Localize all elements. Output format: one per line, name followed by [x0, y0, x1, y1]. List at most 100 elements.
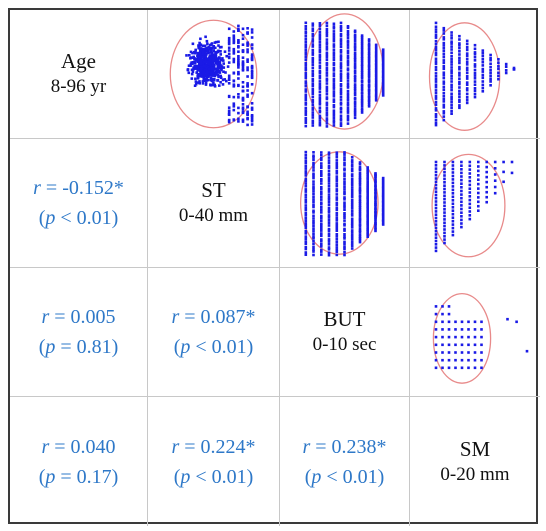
- data-point: [442, 32, 446, 35]
- data-point: [489, 84, 492, 87]
- data-point: [339, 40, 343, 43]
- data-point: [327, 253, 331, 257]
- data-point: [318, 90, 322, 93]
- data-point: [451, 195, 455, 199]
- data-point: [205, 68, 208, 71]
- data-point: [367, 90, 371, 94]
- data-point: [343, 235, 346, 238]
- data-point: [442, 106, 446, 109]
- data-point: [481, 86, 485, 90]
- data-point: [304, 109, 308, 112]
- data-point: [510, 160, 514, 164]
- data-point: [358, 183, 362, 186]
- data-point: [237, 120, 240, 123]
- data-point: [196, 51, 199, 55]
- data-point: [442, 88, 446, 91]
- data-point: [213, 63, 216, 67]
- data-point: [374, 205, 377, 208]
- data-point: [374, 175, 377, 178]
- data-point: [304, 206, 308, 210]
- data-point: [191, 51, 194, 55]
- data-point: [332, 121, 336, 124]
- data-point: [353, 111, 357, 114]
- data-point: [237, 111, 240, 115]
- data-point: [366, 168, 369, 171]
- data-point: [304, 211, 308, 215]
- data-point: [205, 79, 209, 82]
- data-point: [325, 79, 329, 82]
- data-point: [442, 38, 446, 41]
- data-point: [443, 211, 446, 214]
- data-point: [189, 62, 193, 66]
- data-point: [367, 85, 371, 89]
- data-point: [227, 119, 231, 123]
- data-point: [468, 160, 472, 164]
- variable-range: 0-20 mm: [440, 463, 510, 485]
- data-point: [194, 80, 198, 83]
- data-point: [332, 43, 336, 46]
- data-point: [304, 188, 308, 191]
- data-point: [312, 203, 315, 207]
- data-point: [367, 75, 371, 79]
- data-point: [335, 193, 339, 196]
- data-point: [346, 34, 350, 37]
- data-point: [339, 103, 343, 106]
- data-point: [208, 58, 212, 62]
- data-point: [346, 94, 350, 98]
- data-point: [346, 102, 350, 105]
- data-point: [460, 335, 464, 339]
- data-point: [339, 29, 343, 32]
- data-point: [381, 82, 385, 86]
- data-point: [320, 201, 323, 204]
- data-point: [353, 80, 357, 83]
- data-point: [366, 203, 369, 206]
- data-point: [325, 58, 329, 61]
- data-point: [215, 67, 218, 71]
- data-point: [320, 172, 323, 176]
- data-point: [199, 62, 203, 65]
- data-point: [350, 183, 354, 187]
- data-point: [246, 68, 249, 72]
- data-point: [221, 83, 225, 86]
- data-point: [327, 251, 331, 254]
- data-point: [304, 240, 308, 243]
- data-point: [358, 181, 362, 185]
- data-point: [304, 253, 308, 256]
- data-point: [241, 120, 245, 123]
- data-point: [451, 212, 455, 216]
- data-point: [374, 54, 378, 57]
- data-point: [468, 187, 472, 190]
- data-point: [211, 74, 215, 77]
- data-point: [442, 47, 446, 50]
- scatter-svg: [304, 13, 385, 130]
- data-point: [350, 231, 354, 234]
- data-point: [304, 121, 308, 124]
- data-point: [473, 52, 477, 56]
- data-point: [458, 106, 461, 110]
- data-point: [353, 109, 357, 113]
- data-point: [374, 76, 378, 79]
- data-point: [353, 46, 357, 49]
- data-point: [374, 55, 378, 59]
- data-point: [468, 202, 472, 206]
- data-point: [512, 68, 516, 71]
- variable-range: 0-10 sec: [312, 334, 377, 355]
- data-point: [232, 40, 236, 43]
- data-point: [366, 199, 369, 203]
- data-point: [327, 161, 331, 165]
- data-point: [460, 196, 463, 200]
- data-point: [366, 206, 369, 210]
- data-point: [327, 151, 331, 154]
- data-point: [465, 52, 469, 55]
- data-point: [218, 62, 221, 66]
- data-point: [451, 164, 455, 167]
- data-point: [434, 320, 438, 324]
- data-point: [227, 38, 231, 41]
- data-point: [311, 72, 315, 76]
- data-point: [318, 110, 322, 114]
- data-point: [451, 192, 455, 195]
- data-point: [434, 312, 438, 316]
- data-point: [367, 78, 371, 81]
- data-point: [460, 200, 463, 204]
- data-point: [325, 92, 329, 96]
